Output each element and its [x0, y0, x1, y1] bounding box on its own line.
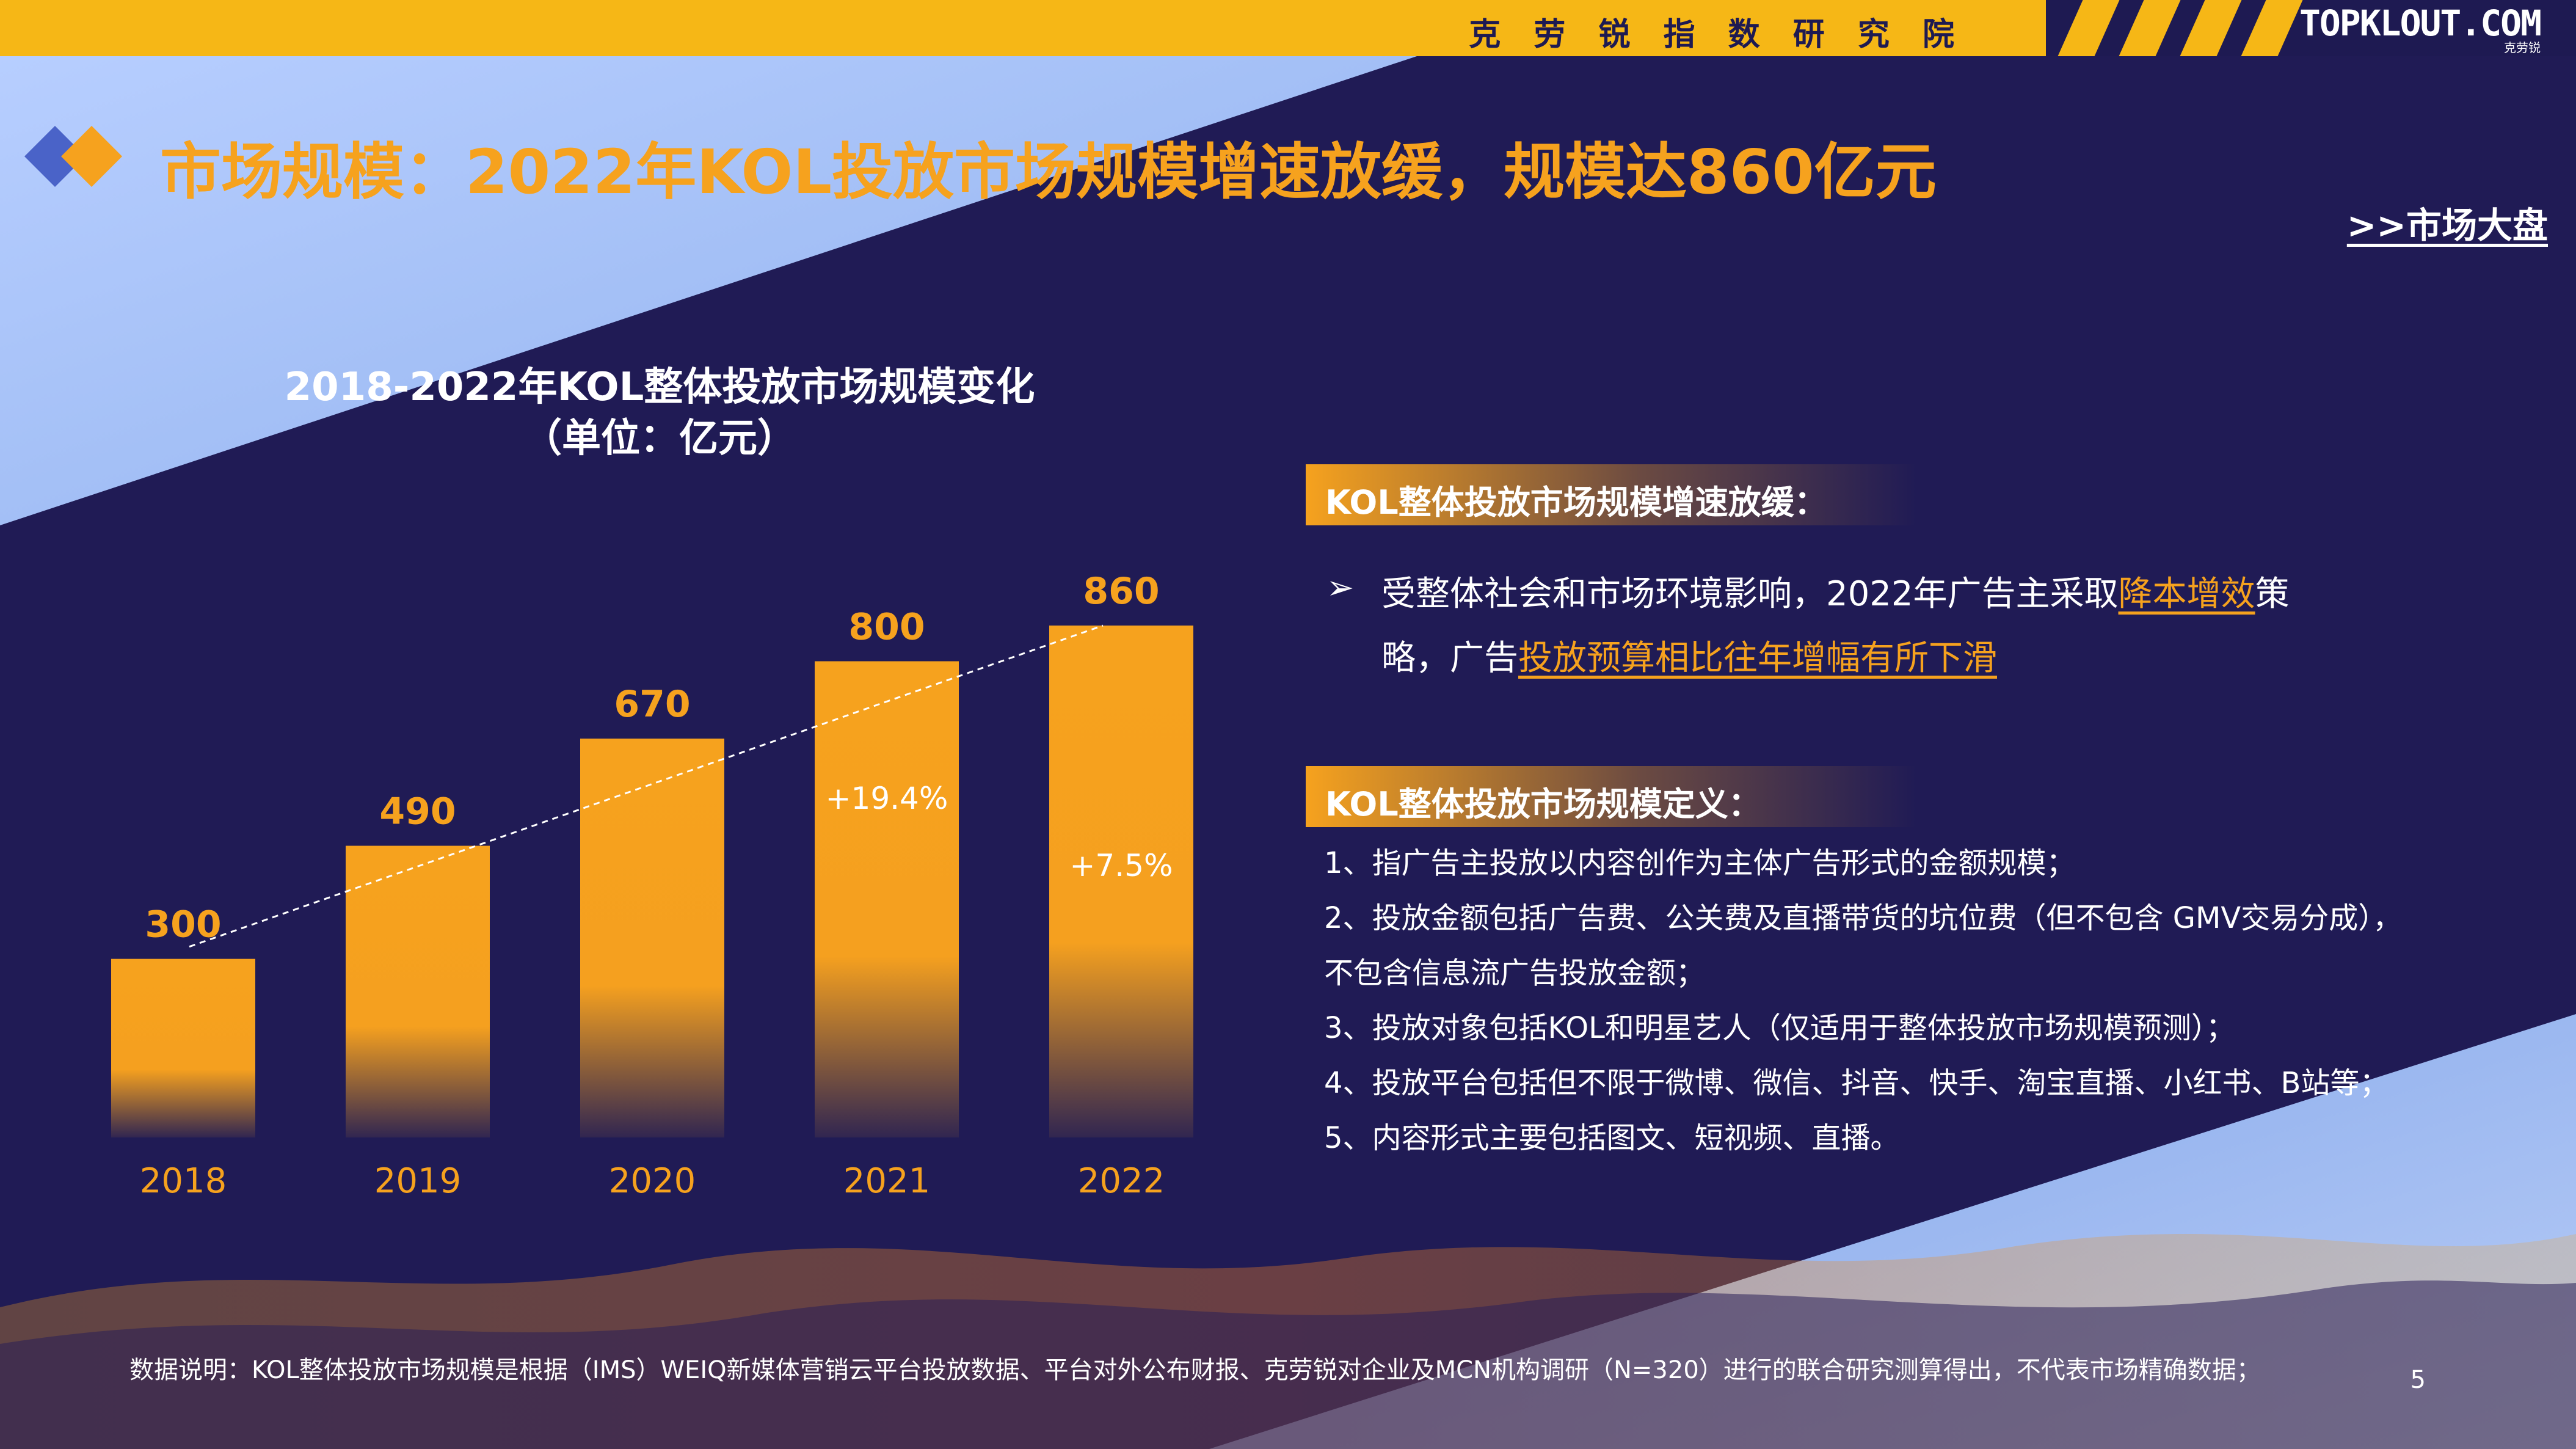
x-tick-2020: 2020 — [609, 1161, 696, 1201]
highlight-cost-reduction: 降本增效 — [2118, 574, 2255, 614]
bar-2020 — [580, 739, 724, 1137]
growth-text-a: 受整体社会和市场环境影响，2022年广告主采取 — [1381, 574, 2119, 614]
growth-label-2022: +7.5% — [1070, 848, 1173, 883]
definition-list: 1、指广告主投放以内容创作为主体广告形式的金额规模； 2、投放金额包括广告费、公… — [1324, 836, 2545, 1166]
value-label-2019: 490 — [379, 790, 456, 833]
trend-line — [189, 624, 1104, 948]
bar-2019 — [346, 845, 490, 1137]
definition-item: 3、投放对象包括KOL和明星艺人（仅适用于整体投放市场规模预测）； — [1324, 1011, 2235, 1045]
definition-item: 1、指广告主投放以内容创作为主体广告形式的金额规模； — [1324, 846, 2076, 880]
growth-text-b: 策略，广告 — [1381, 574, 2290, 678]
x-tick-2018: 2018 — [140, 1161, 227, 1201]
bullet-arrow-icon: ➢ — [1326, 568, 1355, 607]
section-definition-heading: KOL整体投放市场规模定义： — [1325, 785, 1761, 823]
section-definition-header-bar — [1306, 766, 1916, 827]
x-tick-2022: 2022 — [1078, 1161, 1165, 1201]
definition-item: 不包含信息流广告投放金额； — [1324, 956, 1706, 990]
section-growth-header-bar — [1306, 464, 1916, 525]
chart-title: 2018-2022年KOL整体投放市场规模变化 — [284, 365, 1035, 410]
definition-item: 2、投放金额包括广告费、公关费及直播带货的坑位费（但不包含 GMV交易分成）， — [1324, 901, 2403, 935]
x-tick-2019: 2019 — [374, 1161, 462, 1201]
highlight-budget-decline: 投放预算相比往年增幅有所下滑 — [1518, 638, 1997, 678]
diamond-icon — [24, 126, 122, 187]
definition-item: 4、投放平台包括但不限于微博、微信、抖音、快手、淘宝直播、小红书、B站等； — [1324, 1066, 2389, 1100]
bar-2022 — [1049, 626, 1193, 1137]
top-bar-brand-panel — [2046, 0, 2576, 56]
data-footnote: 数据说明：KOL整体投放市场规模是根据（IMS）WEIQ新媒体营销云平台投放数据… — [129, 1356, 2261, 1384]
institute-name: 克 劳 锐 指 数 研 究 院 — [1469, 16, 1965, 53]
chart-unit: （单位：亿元） — [523, 416, 796, 461]
market-overview-link[interactable]: >>市场大盘 — [2346, 205, 2548, 246]
value-label-2020: 670 — [614, 683, 690, 726]
brand-logo: TOPKLOUT.COM — [2299, 2, 2542, 44]
growth-point-text: 受整体社会和市场环境影响，2022年广告主采取降本增效策略，广告投放预算相比往年… — [1381, 562, 2310, 690]
section-growth-heading: KOL整体投放市场规模增速放缓： — [1325, 483, 1827, 522]
page-title: 市场规模：2022年KOL投放市场规模增速放缓，规模达860亿元 — [160, 136, 1937, 208]
bar-2021 — [815, 661, 959, 1137]
x-tick-2021: 2021 — [843, 1161, 931, 1201]
brand-logo-subtitle: 克劳锐 — [2504, 40, 2541, 55]
value-label-2022: 860 — [1083, 570, 1159, 613]
growth-label-2021: +19.4% — [826, 781, 948, 816]
bar-2018 — [111, 958, 255, 1137]
definition-item: 5、内容形式主要包括图文、短视频、直播。 — [1324, 1121, 1900, 1155]
chart-title-block: 2018-2022年KOL整体投放市场规模变化 （单位：亿元） — [183, 362, 1136, 464]
page-number: 5 — [2410, 1366, 2426, 1394]
value-label-2018: 300 — [145, 903, 221, 946]
bar-chart: 300 2018 490 2019 670 2020 800 2021 860 2022 +19.4… — [111, 570, 1193, 1201]
value-label-2021: 800 — [848, 605, 925, 648]
